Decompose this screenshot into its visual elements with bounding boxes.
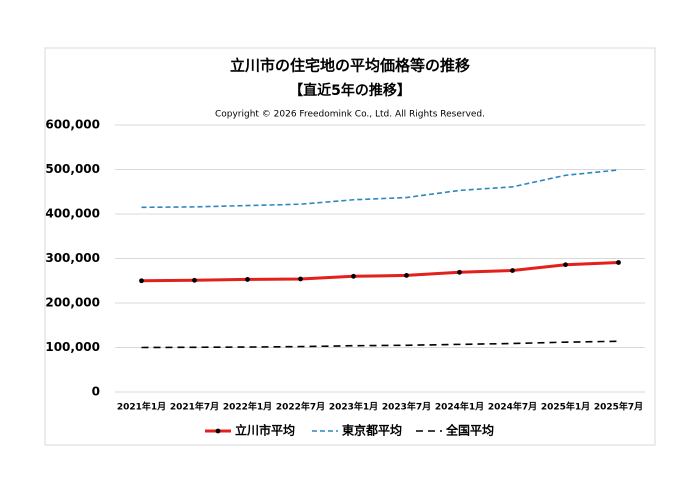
y-tick-label: 200,000 [45, 296, 100, 310]
x-tick-label: 2022年7月 [276, 401, 325, 413]
y-tick-label: 600,000 [45, 118, 100, 132]
x-tick-label: 2024年7月 [488, 401, 537, 413]
marker [404, 273, 409, 278]
y-tick-label: 300,000 [45, 251, 100, 265]
marker [616, 260, 621, 265]
y-tick-label: 500,000 [45, 162, 100, 176]
copyright: Copyright © 2026 Freedomink Co., Ltd. Al… [215, 110, 485, 120]
marker [510, 268, 515, 273]
x-tick-label: 2021年7月 [170, 401, 219, 413]
x-tick-label: 2022年1月 [223, 401, 272, 413]
x-tick-label: 2021年1月 [117, 401, 166, 413]
y-tick-label: 400,000 [45, 207, 100, 221]
x-tick-label: 2024年1月 [435, 401, 484, 413]
legend-marker [215, 428, 221, 434]
x-tick-label: 2025年7月 [594, 401, 643, 413]
y-tick-label: 0 [92, 385, 100, 399]
chart-frame [44, 47, 656, 446]
x-tick-label: 2025年1月 [541, 401, 590, 413]
marker [351, 273, 356, 279]
marker [245, 277, 250, 282]
x-tick-label: 2023年1月 [329, 401, 378, 413]
marker [457, 269, 462, 275]
marker [298, 276, 303, 282]
chart-subtitle: 【直近5年の推移】 [289, 82, 411, 99]
legend-label: 全国平均 [445, 423, 494, 438]
marker [139, 278, 144, 284]
marker [192, 277, 197, 283]
y-tick-label: 100,000 [45, 340, 100, 354]
legend-label: 東京都平均 [342, 423, 402, 438]
series-line [141, 340, 619, 349]
series-line [141, 261, 619, 283]
chart-title: 立川市の住宅地の平均価格等の推移 [230, 57, 470, 75]
x-tick-label: 2023年7月 [382, 401, 431, 413]
legend-label: 立川市平均 [235, 423, 295, 438]
marker [563, 262, 568, 268]
